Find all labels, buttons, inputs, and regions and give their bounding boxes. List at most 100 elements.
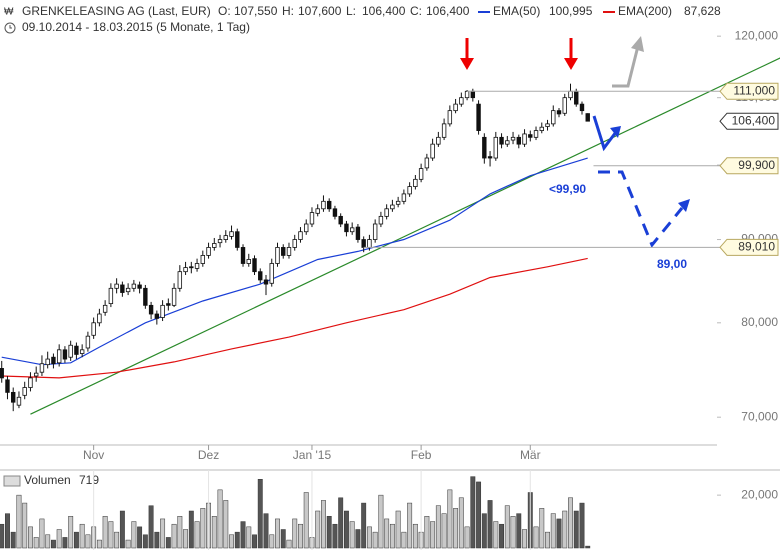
clock-hand — [9, 25, 12, 29]
candle-body — [384, 208, 389, 217]
candle-body — [194, 263, 200, 269]
volume-bar — [464, 526, 470, 549]
volume-bar — [384, 518, 390, 549]
candle-body — [206, 247, 211, 256]
candle-body — [68, 344, 73, 358]
volume-bar — [257, 479, 263, 549]
candle-body — [246, 259, 251, 264]
candle-body — [223, 235, 228, 240]
volume-bar — [108, 521, 114, 549]
quote-label: L: — [346, 4, 356, 18]
volume-bar — [435, 505, 441, 549]
volume-bar — [522, 529, 527, 549]
candle-body — [51, 356, 56, 365]
candle-body — [493, 136, 499, 159]
candle-body — [436, 136, 441, 145]
candle-body — [91, 322, 96, 336]
volume-bar — [183, 529, 189, 549]
gray-arrow — [612, 36, 644, 88]
volume-bar — [298, 523, 303, 549]
candle-body — [304, 223, 309, 233]
volume-bar — [487, 500, 493, 549]
logo: ₩ — [4, 7, 14, 18]
volume-bar — [102, 516, 108, 549]
candle-body — [344, 223, 349, 233]
candle-body — [286, 247, 292, 256]
volume-bar — [481, 513, 487, 549]
volume-bar — [39, 518, 45, 549]
volume-bar — [372, 531, 378, 549]
trendline — [30, 57, 780, 415]
ema-line — [1, 157, 588, 366]
volume-bar — [424, 516, 430, 549]
volume-bar — [211, 516, 217, 549]
volume-bar — [349, 521, 355, 549]
candle-body — [545, 123, 550, 127]
candle-body — [390, 204, 395, 210]
candle-body — [292, 239, 297, 248]
volume-bar — [194, 521, 200, 549]
candle-body — [453, 103, 458, 112]
volume-bar — [142, 534, 148, 549]
candle-body — [229, 231, 234, 237]
candle-body — [79, 349, 85, 354]
volume-bar — [10, 531, 16, 549]
level-box — [719, 157, 779, 175]
candle-body — [326, 200, 332, 210]
candle-body — [56, 349, 62, 364]
candle-body — [102, 304, 108, 313]
candle-body — [528, 134, 533, 138]
candle-body — [74, 345, 79, 355]
volume-bar — [119, 510, 125, 549]
volume-bar — [447, 489, 453, 549]
volume-bar — [0, 523, 5, 549]
volume-bar — [378, 494, 384, 549]
candle-body — [33, 372, 39, 377]
volume-bar — [321, 500, 326, 549]
candle-body — [125, 287, 131, 293]
candle-body — [464, 90, 470, 99]
volume-bar — [286, 539, 292, 549]
volume-bar — [338, 497, 344, 549]
level-box — [719, 82, 779, 100]
volume-bar — [562, 510, 568, 549]
candle-body — [200, 255, 206, 264]
candle-body — [522, 133, 527, 145]
level-label: 111,000 — [733, 83, 775, 97]
candle-body — [183, 267, 188, 273]
candle-body — [269, 263, 274, 284]
clock-icon — [4, 22, 16, 34]
volume-bar — [68, 516, 74, 549]
level-box — [719, 238, 779, 256]
candle-body — [556, 110, 562, 115]
volume-bar — [504, 505, 510, 549]
candle-body — [148, 304, 154, 315]
candle-body — [120, 284, 125, 293]
candle-body — [189, 266, 194, 269]
candle-body — [395, 200, 401, 205]
x-tick-label: Jan '15 — [293, 448, 332, 462]
volume-bar — [154, 531, 160, 549]
volume-bar — [275, 518, 280, 549]
candle-body — [16, 396, 22, 406]
level-label: 99,900 — [738, 158, 775, 172]
chart-title: GRENKELEASING AG (Last, EUR) — [22, 4, 211, 18]
candle-body — [298, 231, 303, 240]
volume-bar — [516, 513, 522, 549]
price-panel — [0, 57, 780, 415]
candle-body — [476, 103, 481, 131]
candle-body — [217, 239, 223, 244]
volume-bar — [234, 531, 240, 549]
volume-bar — [252, 534, 257, 549]
candle-body — [154, 313, 160, 319]
volume-bar — [361, 502, 367, 549]
volume-bar — [585, 545, 591, 549]
quote-label: C: — [410, 4, 422, 18]
candle-body — [22, 387, 27, 396]
volume-bar — [280, 529, 286, 549]
volume-bar — [395, 510, 401, 549]
candle-body — [332, 208, 338, 217]
candle-body — [424, 157, 430, 169]
